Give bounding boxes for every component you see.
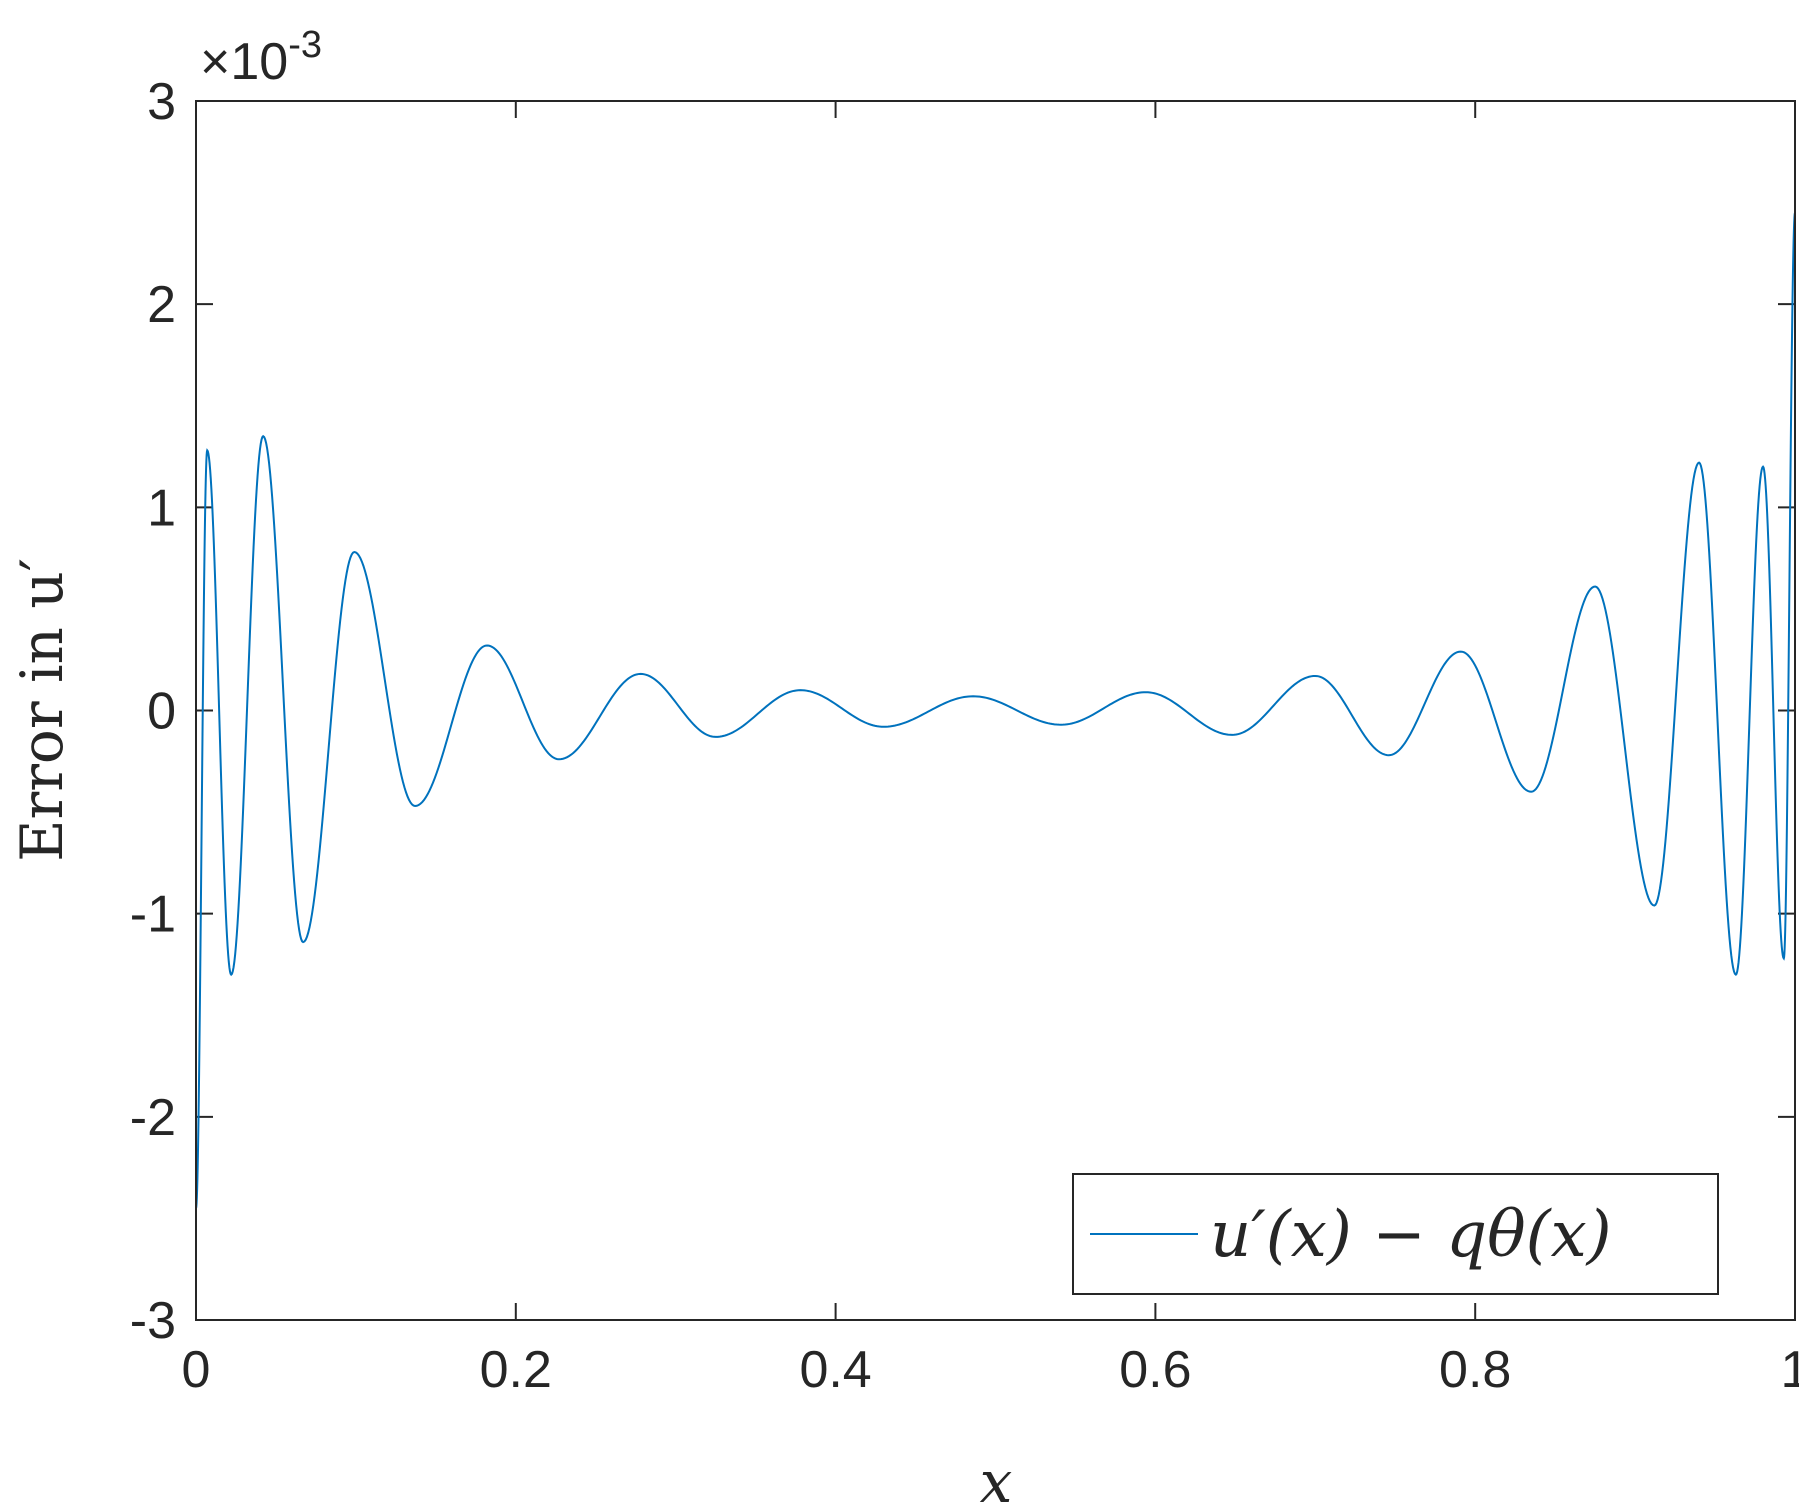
x-tick-label: 0.8 [1439,1341,1511,1399]
legend-entry: u′(x) − qθ(x) [1210,1198,1612,1272]
x-tick-label: 0 [182,1341,211,1399]
x-tick-label: 0.2 [480,1341,552,1399]
plot-area [195,212,1796,1209]
legend: u′(x) − qθ(x) [1072,1173,1719,1295]
tick-labels: 0 0.2 0.4 0.6 0.8 1 -3 -2 -1 0 1 2 3 [130,73,1799,1399]
y-tick-label: 0 [147,683,176,741]
y-axis-exponent: ×10-3 [200,24,322,91]
y-tick-label: -1 [130,886,176,944]
x-tick-label: 0.4 [799,1341,871,1399]
y-tick-label: -3 [130,1292,176,1350]
series-line [195,212,1796,1209]
x-tick-label: 0.6 [1119,1341,1191,1399]
y-tick-label: -2 [130,1089,176,1147]
axes-box [195,100,1796,1321]
y-tick-label: 1 [147,479,176,537]
x-tick-label: 1 [1781,1341,1799,1399]
y-tick-label: 2 [147,276,176,334]
y-tick-label: 3 [147,73,176,131]
x-axis-label: x [980,1448,1013,1508]
y-axis-label: Error in u′ [8,558,76,862]
